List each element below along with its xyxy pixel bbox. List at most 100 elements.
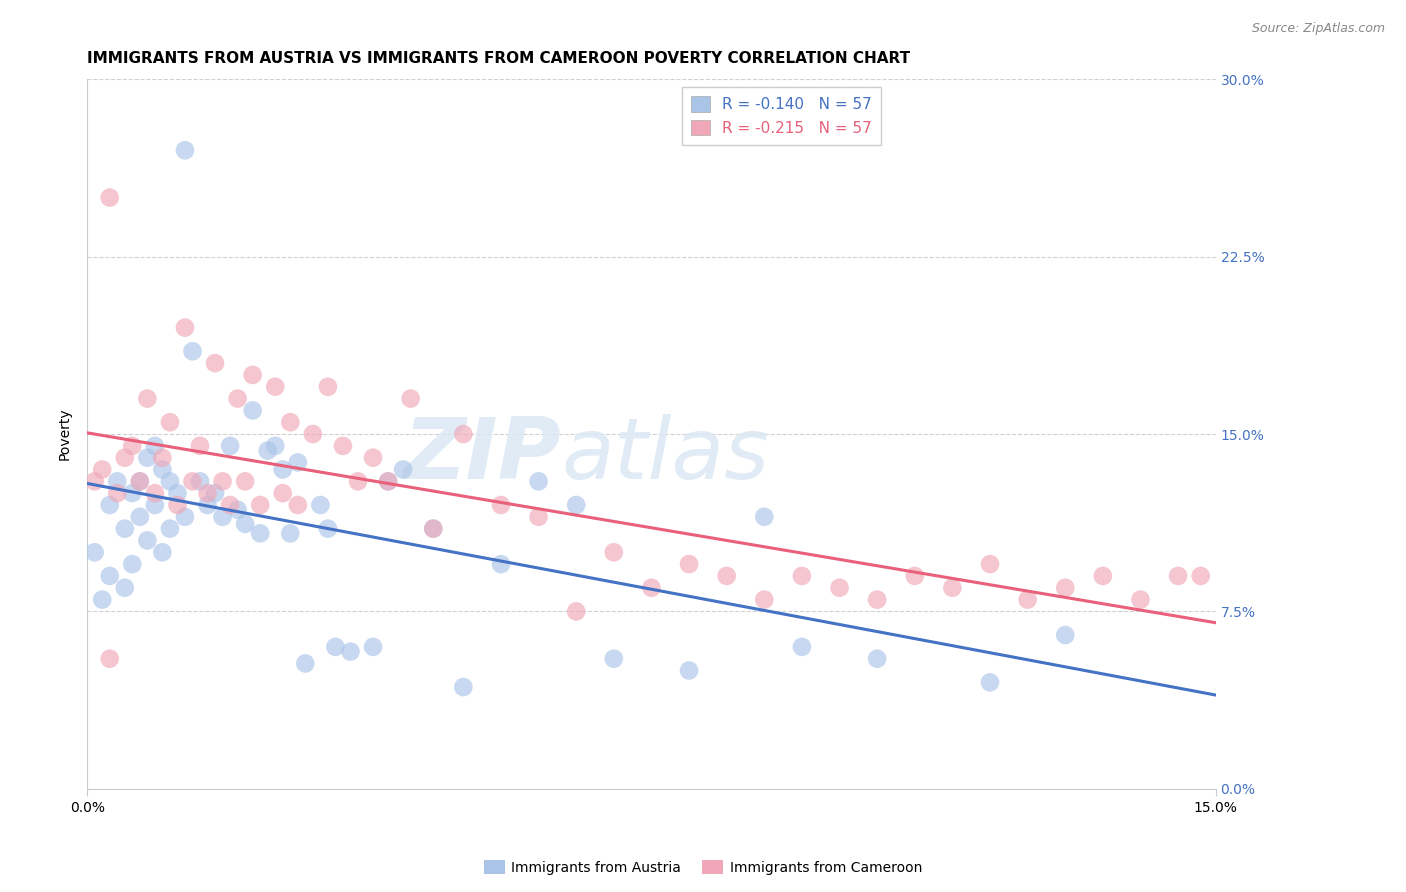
Point — [197, 498, 219, 512]
Point — [489, 498, 512, 512]
Point — [1189, 569, 1212, 583]
Point — [422, 522, 444, 536]
Point — [256, 443, 278, 458]
Point — [174, 143, 197, 157]
Point — [242, 368, 264, 382]
Point — [128, 509, 150, 524]
Point — [790, 640, 813, 654]
Point — [527, 509, 550, 524]
Point — [121, 439, 143, 453]
Point — [136, 450, 159, 465]
Point — [98, 191, 121, 205]
Point — [264, 380, 287, 394]
Point — [98, 569, 121, 583]
Point — [754, 592, 776, 607]
Point — [287, 498, 309, 512]
Point — [489, 557, 512, 571]
Point — [264, 439, 287, 453]
Point — [136, 533, 159, 548]
Point — [754, 509, 776, 524]
Point — [287, 455, 309, 469]
Point — [361, 450, 384, 465]
Point — [361, 640, 384, 654]
Point — [565, 498, 588, 512]
Point — [121, 486, 143, 500]
Point — [1054, 628, 1077, 642]
Point — [226, 502, 249, 516]
Point — [392, 462, 415, 476]
Point — [197, 486, 219, 500]
Point — [603, 651, 626, 665]
Point — [105, 486, 128, 500]
Point — [332, 439, 354, 453]
Point — [150, 462, 173, 476]
Point — [325, 640, 347, 654]
Point — [226, 392, 249, 406]
Point — [249, 498, 271, 512]
Point — [316, 522, 339, 536]
Point — [143, 486, 166, 500]
Point — [128, 475, 150, 489]
Point — [339, 644, 361, 658]
Point — [1167, 569, 1189, 583]
Point — [211, 509, 233, 524]
Point — [316, 380, 339, 394]
Point — [1054, 581, 1077, 595]
Point — [399, 392, 422, 406]
Point — [166, 486, 188, 500]
Point — [98, 498, 121, 512]
Point — [828, 581, 851, 595]
Y-axis label: Poverty: Poverty — [58, 408, 72, 460]
Point — [678, 557, 700, 571]
Point — [866, 651, 889, 665]
Point — [271, 486, 294, 500]
Point — [294, 657, 316, 671]
Point — [1129, 592, 1152, 607]
Text: atlas: atlas — [561, 414, 769, 497]
Point — [204, 486, 226, 500]
Point — [128, 475, 150, 489]
Point — [114, 450, 136, 465]
Point — [105, 475, 128, 489]
Point — [790, 569, 813, 583]
Point — [233, 475, 256, 489]
Point — [219, 498, 242, 512]
Point — [302, 427, 325, 442]
Point — [309, 498, 332, 512]
Legend: Immigrants from Austria, Immigrants from Cameroon: Immigrants from Austria, Immigrants from… — [478, 855, 928, 880]
Point — [188, 439, 211, 453]
Point — [204, 356, 226, 370]
Point — [174, 509, 197, 524]
Text: IMMIGRANTS FROM AUSTRIA VS IMMIGRANTS FROM CAMEROON POVERTY CORRELATION CHART: IMMIGRANTS FROM AUSTRIA VS IMMIGRANTS FR… — [87, 51, 910, 66]
Point — [166, 498, 188, 512]
Point — [136, 392, 159, 406]
Point — [174, 320, 197, 334]
Point — [181, 475, 204, 489]
Point — [91, 592, 114, 607]
Point — [233, 516, 256, 531]
Point — [979, 557, 1001, 571]
Point — [422, 522, 444, 536]
Point — [219, 439, 242, 453]
Point — [347, 475, 370, 489]
Text: Source: ZipAtlas.com: Source: ZipAtlas.com — [1251, 22, 1385, 36]
Point — [159, 415, 181, 429]
Point — [143, 439, 166, 453]
Point — [249, 526, 271, 541]
Point — [159, 522, 181, 536]
Point — [150, 545, 173, 559]
Point — [678, 664, 700, 678]
Point — [114, 581, 136, 595]
Point — [453, 680, 475, 694]
Point — [527, 475, 550, 489]
Point — [143, 498, 166, 512]
Point — [159, 475, 181, 489]
Point — [979, 675, 1001, 690]
Point — [1017, 592, 1039, 607]
Point — [716, 569, 738, 583]
Point — [242, 403, 264, 417]
Point — [98, 651, 121, 665]
Point — [377, 475, 399, 489]
Point — [278, 526, 301, 541]
Point — [91, 462, 114, 476]
